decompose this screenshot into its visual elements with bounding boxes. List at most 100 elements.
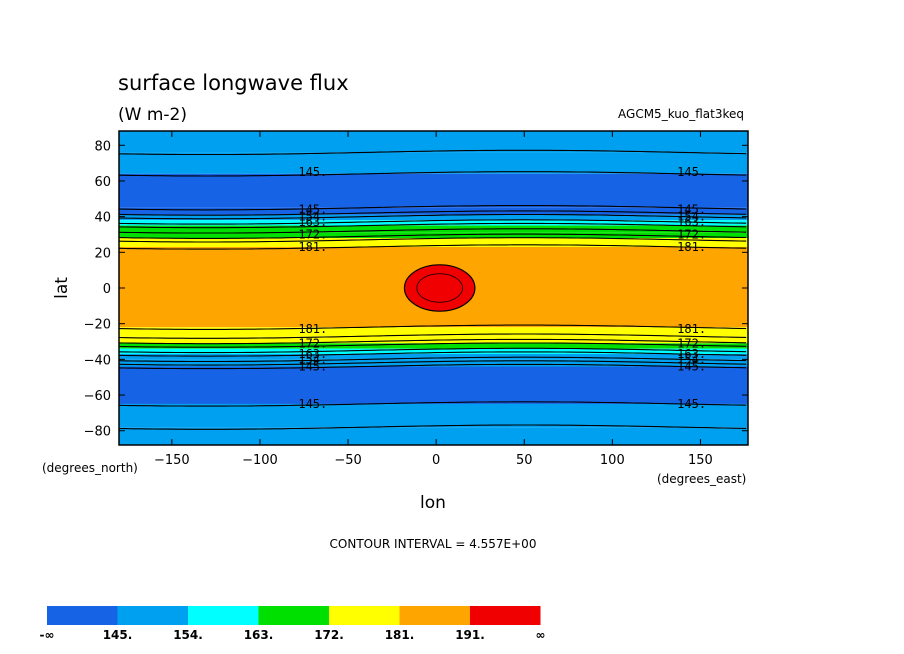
legend-swatch-4 (329, 606, 400, 625)
contour-band-10 (119, 327, 748, 337)
plot-area (119, 131, 748, 445)
contour-interval: CONTOUR INTERVAL = 4.557E+00 (330, 537, 537, 551)
contour-label-22: 145. (298, 397, 327, 411)
y-tick-label-7: −60 (84, 389, 111, 404)
contour-label-9: 163. (677, 215, 706, 229)
y-tick-label-6: −40 (84, 353, 111, 368)
contour-band-16 (119, 366, 748, 404)
contour-line-9 (118, 237, 747, 243)
legend-label-0: -∞ (40, 628, 55, 642)
contour-line-14 (118, 342, 747, 348)
contour-line-8 (118, 233, 747, 239)
contour-line-18 (118, 360, 747, 366)
contour-label-1: 145. (677, 165, 706, 179)
legend-label-4: 172. (314, 628, 344, 642)
legend-label-3: 163. (244, 628, 274, 642)
run-label: AGCM5_kuo_flat3keq (618, 107, 744, 121)
legend-swatch-3 (258, 606, 329, 625)
y-units-label: (degrees_north) (42, 461, 138, 475)
contour-label-6: 181. (298, 240, 327, 254)
contour-band-8 (119, 238, 748, 247)
contour-line-16 (118, 351, 747, 357)
legend-swatch-1 (117, 606, 188, 625)
contour-line-7 (118, 228, 747, 234)
contour-label-11: 181. (677, 240, 706, 254)
contour-label-20: 154. (677, 352, 706, 366)
contour-label-23: 145. (677, 397, 706, 411)
contour-label-3: 154. (298, 210, 327, 224)
legend-swatch-2 (188, 606, 259, 625)
contour-label-5: 172. (298, 227, 327, 241)
warm-pool-blob (403, 264, 476, 312)
x-axis-label: lon (420, 493, 446, 513)
color-legend: -∞ 145. 154. 163. 172. 181. 191. ∞ (40, 606, 546, 642)
contour-label-0: 145. (298, 165, 327, 179)
y-tick-label-5: −20 (84, 318, 111, 333)
x-tick-label-6: 150 (688, 453, 713, 468)
contour-band-12 (119, 343, 748, 349)
y-ticks: 80 60 40 20 0 −20 −40 −60 −80 (84, 139, 748, 440)
contour-label-14: 163. (298, 347, 327, 361)
contour-label-10: 172. (677, 227, 706, 241)
x-units-label: (degrees_east) (657, 472, 746, 486)
x-tick-label-1: −100 (242, 453, 278, 468)
contour-line-13 (118, 338, 747, 345)
contour-band-18 (119, 427, 748, 445)
y-tick-label-8: −80 (84, 425, 111, 440)
contour-line-3 (118, 210, 747, 216)
x-tick-label-3: 0 (432, 453, 440, 468)
x-tick-label-0: −150 (154, 453, 190, 468)
legend-label-6: 191. (455, 628, 485, 642)
contour-band-15 (119, 359, 748, 367)
contour-line-15 (118, 347, 747, 354)
contour-label-18: 172. (677, 336, 706, 350)
contour-line-4 (118, 213, 747, 220)
legend-label-5: 181. (385, 628, 415, 642)
contour-label-16: 145. (298, 360, 327, 374)
y-tick-label-3: 20 (94, 246, 111, 261)
contour-label-7: 145. (677, 203, 706, 217)
contour-line-20 (118, 401, 747, 407)
contour-line-6 (118, 222, 747, 229)
contour-lines (118, 149, 747, 430)
y-tick-label-4: 0 (103, 282, 111, 297)
contour-label-13: 172. (298, 336, 327, 350)
y-tick-label-1: 60 (94, 175, 111, 190)
legend-label-7: ∞ (536, 628, 546, 642)
contour-line-21 (118, 424, 747, 430)
y-tick-label-0: 80 (94, 139, 111, 154)
contour-band-13 (119, 348, 748, 355)
contour-label-12: 181. (298, 322, 327, 336)
legend-swatch-6 (470, 606, 541, 625)
chart-title: surface longwave flux (118, 71, 349, 95)
contour-band-2 (119, 173, 748, 208)
contour-label-8: 154. (677, 210, 706, 224)
contour-line-17 (118, 356, 747, 363)
contour-line-12 (118, 333, 747, 339)
contour-line-0 (118, 149, 747, 156)
legend-label-1: 145. (103, 628, 133, 642)
contour-line-2 (118, 205, 747, 211)
contour-band-1 (119, 152, 748, 174)
y-tick-label-2: 40 (94, 211, 111, 226)
contour-line-5 (118, 219, 747, 225)
contour-label-15: 154. (298, 352, 327, 366)
x-tick-label-2: −50 (334, 453, 361, 468)
contour-labels: 145. 145.145.154.163.172.181.145.154.163.… (298, 165, 706, 411)
contour-line-19 (118, 363, 747, 370)
contour-label-21: 145. (677, 360, 706, 374)
contour-label-4: 163. (298, 215, 327, 229)
x-tick-label-4: 50 (516, 453, 533, 468)
contour-band-14 (119, 354, 748, 360)
contour-label-17: 181. (677, 322, 706, 336)
x-ticks: −150 −100 −50 0 50 100 150 (154, 131, 713, 468)
y-axis-label: lat (52, 277, 72, 299)
chart-units: (W m-2) (118, 105, 187, 125)
contour-band-17 (119, 403, 748, 428)
x-tick-label-5: 100 (600, 453, 625, 468)
legend-swatch-0 (47, 606, 118, 625)
contour-band-0 (119, 131, 748, 153)
contour-band-5 (119, 220, 748, 226)
contour-band-4 (119, 214, 748, 221)
